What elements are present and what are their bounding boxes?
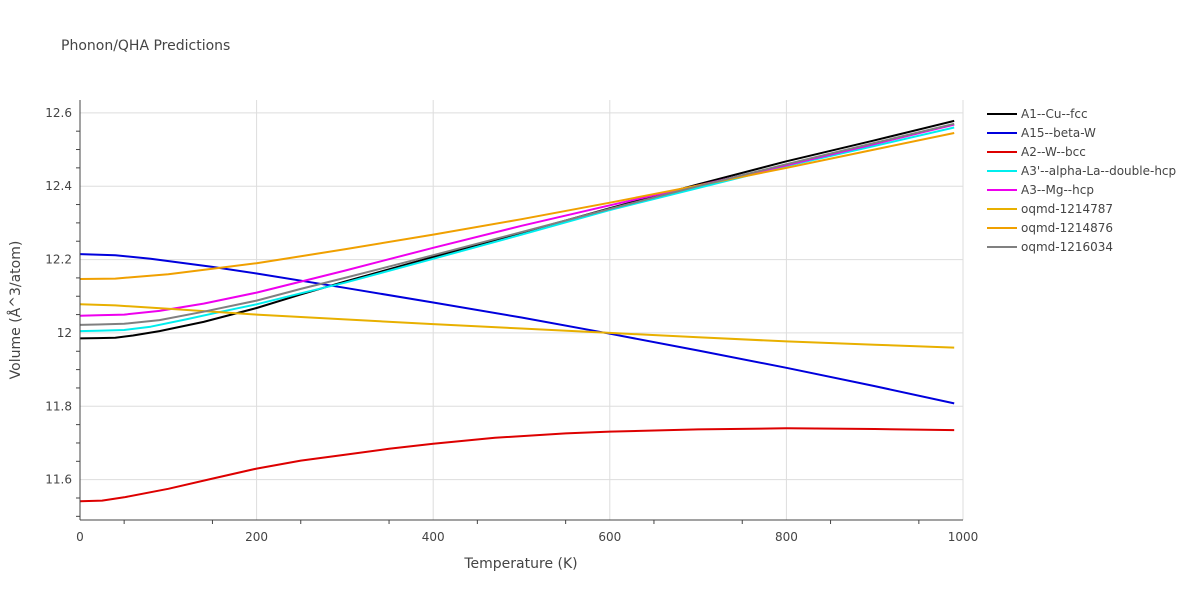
y-axis-title: Volume (Å^3/atom): [7, 241, 24, 380]
legend-item[interactable]: A3--Mg--hcp: [987, 183, 1094, 197]
chart-title: Phonon/QHA Predictions: [61, 38, 230, 54]
x-tick-label: 200: [245, 530, 268, 544]
legend-label: oqmd-1216034: [1021, 240, 1113, 254]
y-tick-label: 11.6: [45, 473, 72, 487]
legend-item[interactable]: A1--Cu--fcc: [987, 107, 1088, 121]
x-tick-label: 600: [598, 530, 621, 544]
axes: 0 200 400 600 800 1000 11.6 11.8 12 12.2 12.4 12.6: [45, 100, 978, 544]
series-line-a2-w-bcc[interactable]: [79, 427, 955, 503]
x-tick-label: 400: [422, 530, 445, 544]
legend-label: oqmd-1214876: [1021, 221, 1113, 235]
series-line-oqmd-1214876[interactable]: [79, 132, 955, 280]
legend-label: A3--Mg--hcp: [1021, 183, 1094, 197]
legend-label: A2--W--bcc: [1021, 145, 1086, 159]
x-axis-title: Temperature (K): [463, 556, 577, 572]
legend-item[interactable]: oqmd-1216034: [987, 240, 1113, 254]
y-tick-label: 12.6: [45, 106, 72, 120]
legend-item[interactable]: A15--beta-W: [987, 126, 1096, 140]
grid: [80, 100, 964, 520]
legend-label: A3'--alpha-La--double-hcp: [1021, 164, 1176, 178]
y-tick-label: 11.8: [45, 399, 72, 413]
x-tick-label: 800: [775, 530, 798, 544]
y-tick-label: 12.4: [45, 179, 72, 193]
y-tick-label: 12.2: [45, 253, 72, 267]
y-tick-label: 12: [57, 326, 72, 340]
legend-item[interactable]: A3'--alpha-La--double-hcp: [987, 164, 1176, 178]
legend-item[interactable]: oqmd-1214787: [987, 202, 1113, 216]
legend-label: oqmd-1214787: [1021, 202, 1113, 216]
legend-item[interactable]: A2--W--bcc: [987, 145, 1086, 159]
x-tick-label: 1000: [948, 530, 979, 544]
plot-area: [79, 119, 955, 503]
x-tick-label: 0: [76, 530, 84, 544]
series-line-a1-cu-fcc[interactable]: [79, 119, 955, 340]
series-line-a3-alpha-la-double-hcp[interactable]: [79, 126, 955, 333]
legend-label: A15--beta-W: [1021, 126, 1096, 140]
legend[interactable]: A1--Cu--fcc A15--beta-W A2--W--bcc A3'--alp…: [987, 107, 1176, 254]
legend-label: A1--Cu--fcc: [1021, 107, 1088, 121]
series-line-a15-beta-w[interactable]: [79, 253, 955, 405]
series-line-oqmd-1216034[interactable]: [79, 122, 955, 326]
series-line-oqmd-1214787[interactable]: [79, 303, 955, 349]
legend-item[interactable]: oqmd-1214876: [987, 221, 1113, 235]
